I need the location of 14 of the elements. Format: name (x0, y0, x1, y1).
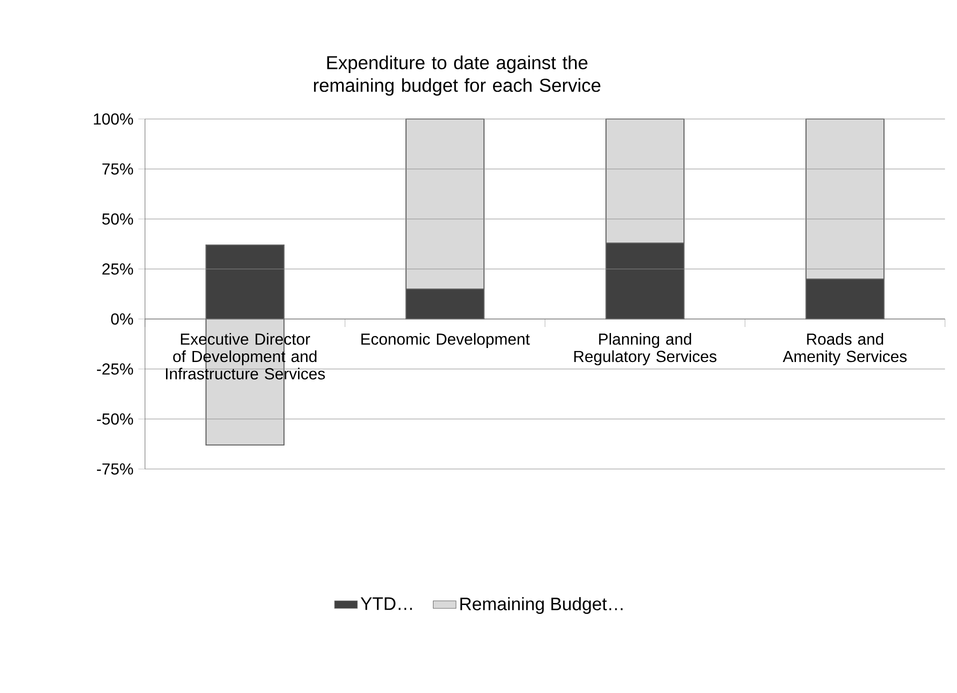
x-tick-label: Economic Development (361, 333, 530, 348)
y-tick-label: -25% (96, 363, 134, 375)
y-tick-label: 0% (111, 313, 134, 325)
y-tick-label: 75% (102, 163, 134, 175)
y-tick-label: 50% (102, 213, 134, 225)
chart-title: Expenditure to date against the remaining budget for each Service (314, 56, 600, 96)
y-tick-label: -75% (96, 463, 134, 475)
y-tick-label: -50% (96, 413, 134, 425)
y-tick-label: 100% (94, 113, 134, 125)
y-tick-label: 25% (102, 263, 134, 275)
x-tick-label: Planning and Regulatory Services (574, 333, 716, 366)
legend-label: Remaining Budget… (460, 597, 623, 614)
legend-label: YTD… (360, 597, 412, 610)
x-tick-label: Roads and Amenity Services (782, 333, 907, 366)
